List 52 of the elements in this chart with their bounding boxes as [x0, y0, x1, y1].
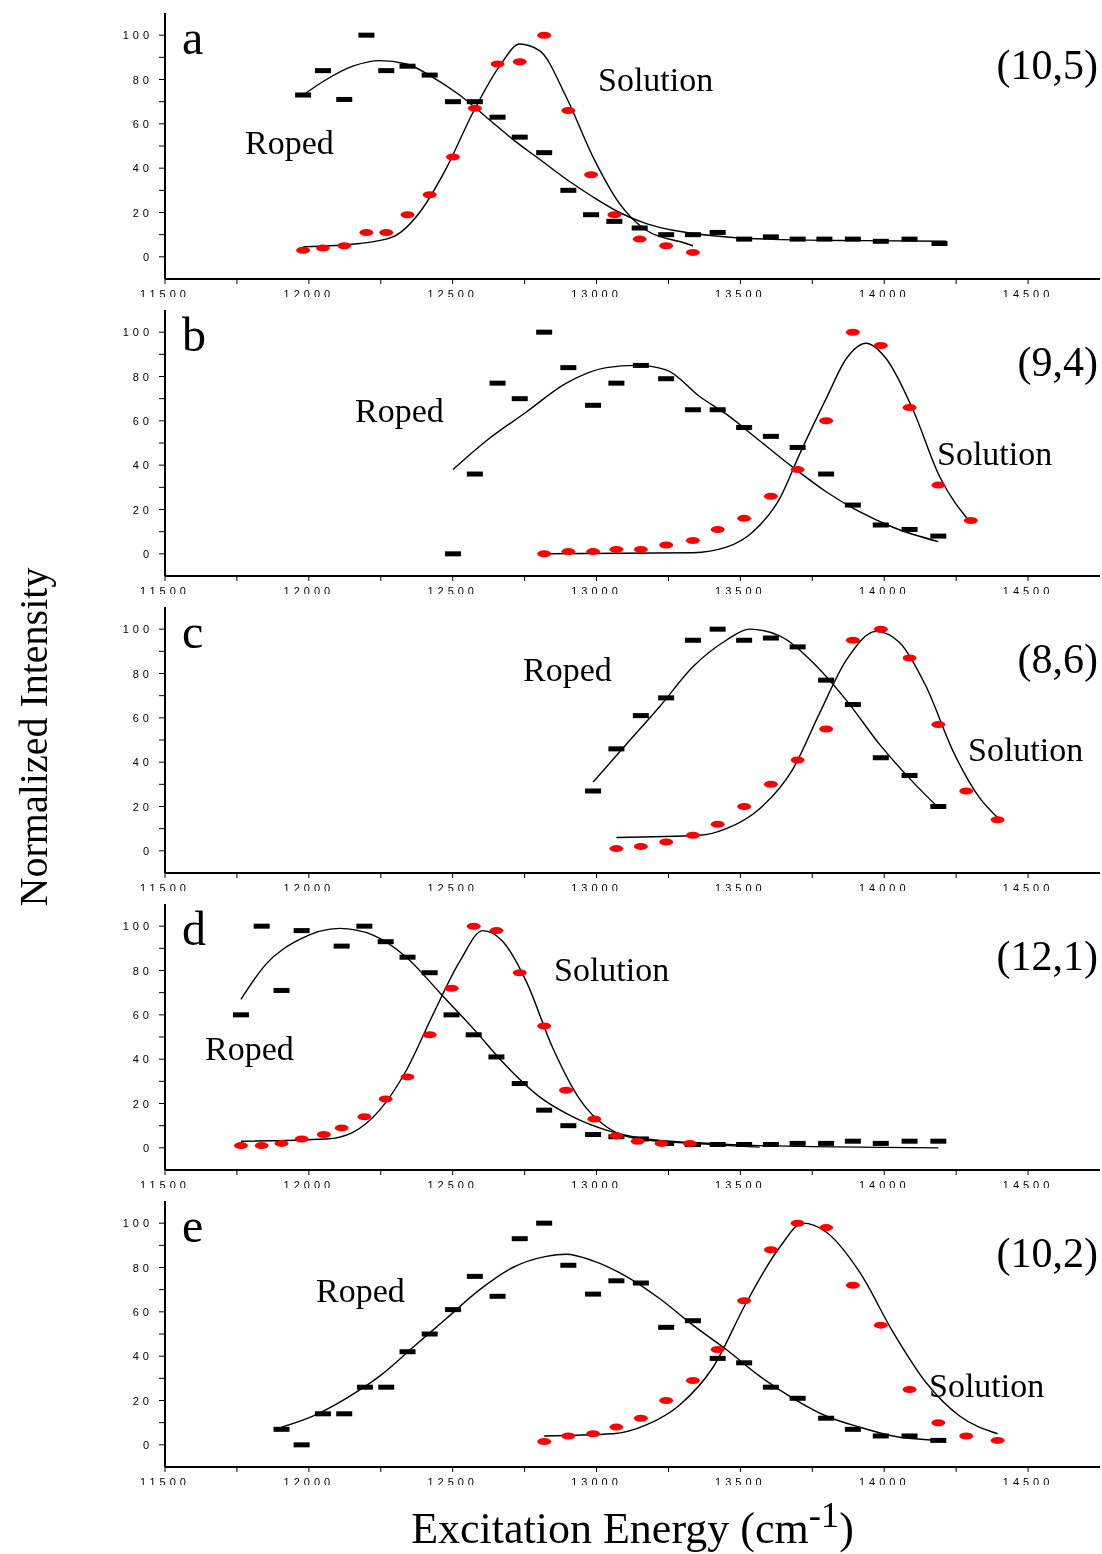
annotation: Solution — [929, 1366, 1045, 1406]
y-tick-label: 100 — [122, 623, 153, 636]
annotation: Roped — [523, 650, 612, 690]
y-tick-label: 80 — [132, 964, 153, 977]
y-tick-label: 100 — [122, 920, 153, 933]
y-tick-label: 80 — [132, 73, 153, 86]
y-tick-label: 20 — [132, 206, 153, 219]
y-tick-label: 100 — [122, 1217, 153, 1230]
y-tick-label: 80 — [132, 667, 153, 680]
y-tick-label: 60 — [132, 1305, 153, 1318]
y-tick-label: 20 — [132, 800, 153, 813]
y-tick-label: 60 — [132, 414, 153, 427]
chart-title: e — [182, 1198, 204, 1254]
annotation: Solution — [937, 434, 1053, 474]
annotation: (9,4) — [1017, 338, 1098, 387]
y-tick-label: 20 — [132, 1394, 153, 1407]
annotation: (8,6) — [1017, 635, 1098, 684]
y-tick-label: 100 — [122, 326, 153, 339]
annotation: (10,2) — [996, 1229, 1098, 1278]
y-tick-label: 40 — [132, 1350, 153, 1363]
y-tick-label: 20 — [132, 503, 153, 516]
x-axis-title: Excitation Energy (cm$^{-1}$) — [410, 1493, 855, 1554]
annotation: Roped — [205, 1029, 294, 1069]
y-tick-label: 80 — [132, 1261, 153, 1274]
y-tick-label: 40 — [132, 459, 153, 472]
y-tick-label: 0 — [142, 1438, 153, 1451]
y-axis-title: Normalized Intensity — [11, 567, 57, 906]
annotation: Roped — [316, 1271, 405, 1311]
y-tick-label: 0 — [142, 250, 153, 263]
annotation: Solution — [554, 950, 670, 990]
y-tick-label: 80 — [132, 370, 153, 383]
y-tick-label: 60 — [132, 1008, 153, 1021]
y-tick-label: 20 — [132, 1097, 153, 1110]
y-tick-label: 0 — [142, 547, 153, 560]
chart-title: b — [182, 307, 206, 363]
annotation: Solution — [968, 730, 1084, 770]
y-tick-label: 40 — [132, 1053, 153, 1066]
y-tick-label: 0 — [142, 1141, 153, 1154]
annotation: (12,1) — [996, 932, 1098, 981]
annotation: (10,5) — [996, 41, 1098, 90]
y-tick-label: 40 — [132, 162, 153, 175]
annotation: Roped — [245, 123, 334, 163]
annotation: Solution — [598, 60, 714, 100]
y-tick-label: 40 — [132, 756, 153, 769]
y-tick-label: 100 — [122, 29, 153, 42]
y-tick-label: 60 — [132, 117, 153, 130]
chart-title: a — [182, 10, 204, 66]
annotation: Roped — [355, 391, 444, 431]
chart-title: d — [182, 901, 206, 957]
chart-title: c — [182, 604, 204, 660]
y-tick-label: 0 — [142, 844, 153, 857]
y-tick-label: 60 — [132, 711, 153, 724]
